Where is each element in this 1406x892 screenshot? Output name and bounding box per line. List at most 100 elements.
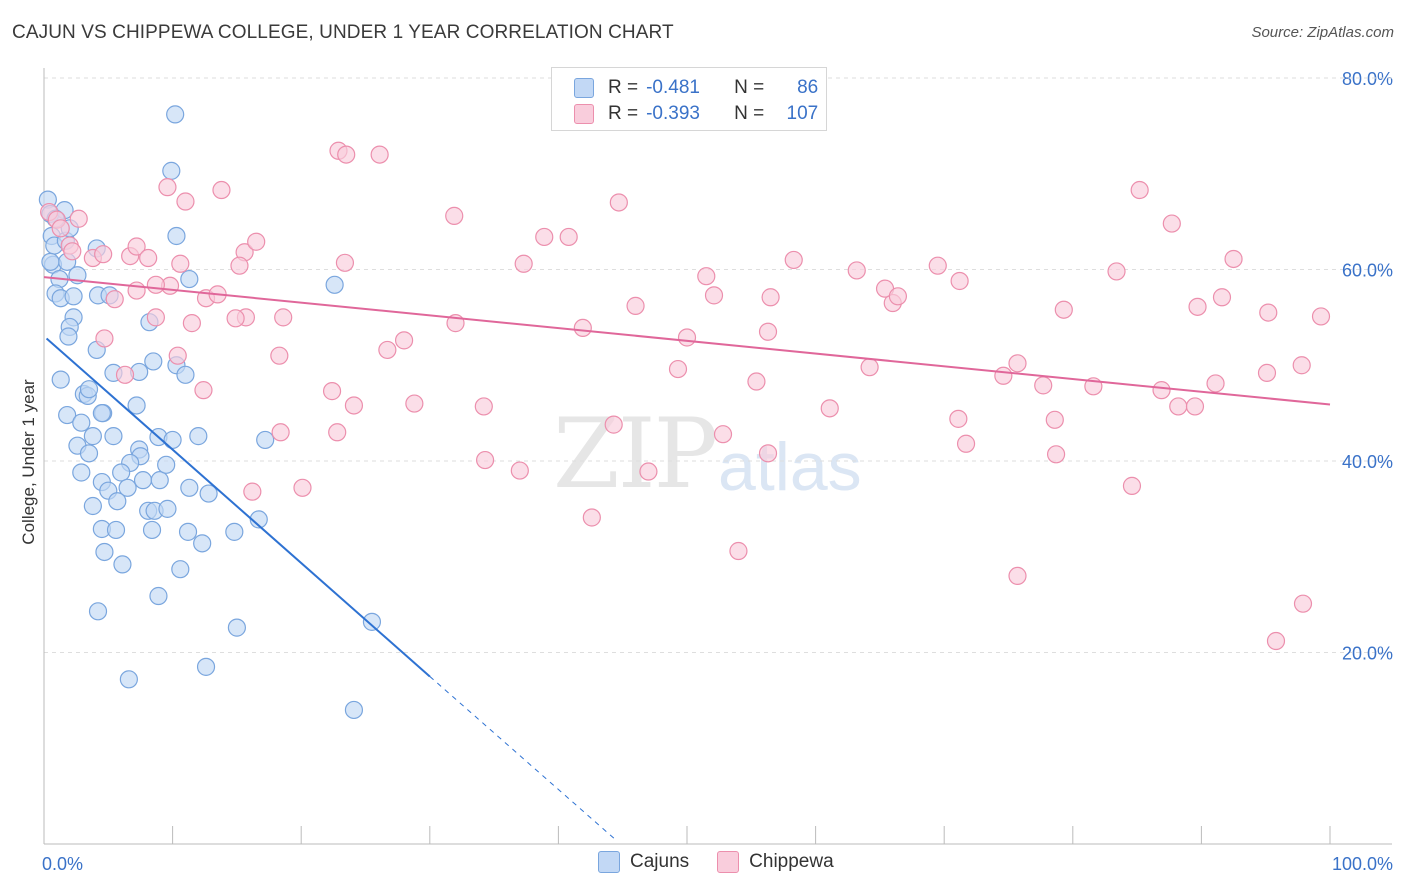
point-chippewa xyxy=(158,178,177,197)
point-chippewa xyxy=(1206,374,1225,393)
point-chippewa xyxy=(394,331,414,350)
point-chippewa xyxy=(888,287,908,306)
point-chippewa xyxy=(1169,397,1188,416)
point-chippewa xyxy=(609,193,628,212)
point-chippewa xyxy=(1188,297,1207,316)
y-tick-label: 80.0% xyxy=(1342,69,1393,89)
point-chippewa xyxy=(271,423,290,442)
point-chippewa xyxy=(139,248,158,268)
point-cajuns xyxy=(256,430,275,450)
y-axis-label: College, Under 1 year xyxy=(19,379,38,545)
point-chippewa xyxy=(171,254,190,273)
point-cajuns xyxy=(92,404,111,423)
point-chippewa xyxy=(510,461,529,480)
point-chippewa xyxy=(639,462,658,481)
point-chippewa xyxy=(127,281,146,300)
point-chippewa xyxy=(713,425,733,444)
point-chippewa xyxy=(1122,476,1142,495)
point-chippewa xyxy=(105,290,124,309)
chart-source: Source: ZipAtlas.com xyxy=(1251,24,1394,41)
point-cajuns xyxy=(178,522,198,541)
point-chippewa xyxy=(146,308,165,327)
point-chippewa xyxy=(63,242,82,261)
point-chippewa xyxy=(1224,249,1243,269)
point-cajuns xyxy=(150,471,169,490)
point-chippewa xyxy=(1292,356,1311,375)
point-chippewa xyxy=(994,366,1013,385)
point-cajuns xyxy=(108,492,127,511)
point-cajuns xyxy=(157,455,176,474)
legend-r-value: -0.481 xyxy=(646,77,700,98)
legend-swatch-cajuns xyxy=(574,78,594,98)
point-chippewa xyxy=(514,254,533,273)
point-cajuns xyxy=(104,427,123,446)
point-chippewa xyxy=(94,245,113,264)
point-chippewa xyxy=(949,409,968,428)
legend-r-label: R = xyxy=(608,77,639,98)
legend-row-chippewa: R = -0.393 N = 107 xyxy=(574,102,818,126)
point-cajuns xyxy=(193,534,212,553)
point-chippewa xyxy=(1034,376,1053,395)
point-chippewa xyxy=(370,145,389,164)
point-cajuns xyxy=(227,618,246,637)
legend-n-label: N = xyxy=(734,103,765,124)
trendline-cajuns xyxy=(45,337,431,678)
point-cajuns xyxy=(180,478,199,497)
point-cajuns xyxy=(118,478,137,497)
point-cajuns xyxy=(362,612,382,631)
point-chippewa xyxy=(704,286,724,305)
trendline-chippewa xyxy=(43,276,1331,406)
point-cajuns xyxy=(163,430,182,450)
legend-swatch-chippewa xyxy=(717,851,740,873)
point-cajuns xyxy=(95,542,114,562)
point-chippewa xyxy=(322,382,342,401)
point-chippewa xyxy=(51,219,70,238)
point-chippewa xyxy=(127,237,146,256)
legend-label-cajuns: Cajuns xyxy=(630,851,690,872)
point-chippewa xyxy=(626,296,645,315)
point-cajuns xyxy=(79,444,99,463)
legend-n-value: 107 xyxy=(786,103,819,124)
legend-label-chippewa: Chippewa xyxy=(749,851,834,872)
point-cajuns xyxy=(171,560,190,579)
point-chippewa xyxy=(1293,594,1313,613)
point-cajuns xyxy=(64,287,83,306)
point-cajuns xyxy=(51,370,70,389)
point-chippewa xyxy=(535,227,554,247)
point-chippewa xyxy=(860,358,879,377)
point-chippewa xyxy=(1185,397,1205,416)
point-cajuns xyxy=(119,670,138,689)
point-chippewa xyxy=(243,482,262,501)
point-chippewa xyxy=(168,346,187,365)
point-chippewa xyxy=(1045,410,1064,429)
chart-title: CAJUN VS CHIPPEWA COLLEGE, UNDER 1 YEAR … xyxy=(12,22,674,43)
point-chippewa xyxy=(1107,262,1126,281)
point-cajuns xyxy=(199,484,218,503)
point-chippewa xyxy=(328,423,347,442)
point-cajuns xyxy=(58,405,77,425)
point-chippewa xyxy=(847,261,866,280)
point-chippewa xyxy=(95,329,114,348)
point-chippewa xyxy=(176,192,195,211)
point-cajuns xyxy=(83,427,102,446)
point-chippewa xyxy=(956,434,976,453)
point-chippewa xyxy=(405,394,424,413)
point-chippewa xyxy=(337,145,356,164)
point-chippewa xyxy=(1046,445,1066,464)
point-chippewa xyxy=(445,206,464,225)
point-cajuns xyxy=(142,520,162,540)
point-chippewa xyxy=(1152,381,1171,400)
point-chippewa xyxy=(677,328,697,347)
legend-item-cajuns[interactable]: Cajuns xyxy=(598,851,689,873)
legend-r-value: -0.393 xyxy=(646,103,700,124)
point-chippewa xyxy=(212,180,231,200)
point-cajuns xyxy=(344,700,364,720)
point-cajuns xyxy=(133,471,153,490)
point-chippewa xyxy=(474,397,493,416)
point-chippewa xyxy=(559,227,578,247)
point-chippewa xyxy=(1130,180,1149,200)
point-chippewa xyxy=(270,346,289,365)
legend-item-chippewa[interactable]: Chippewa xyxy=(717,851,834,873)
point-chippewa xyxy=(69,209,88,228)
